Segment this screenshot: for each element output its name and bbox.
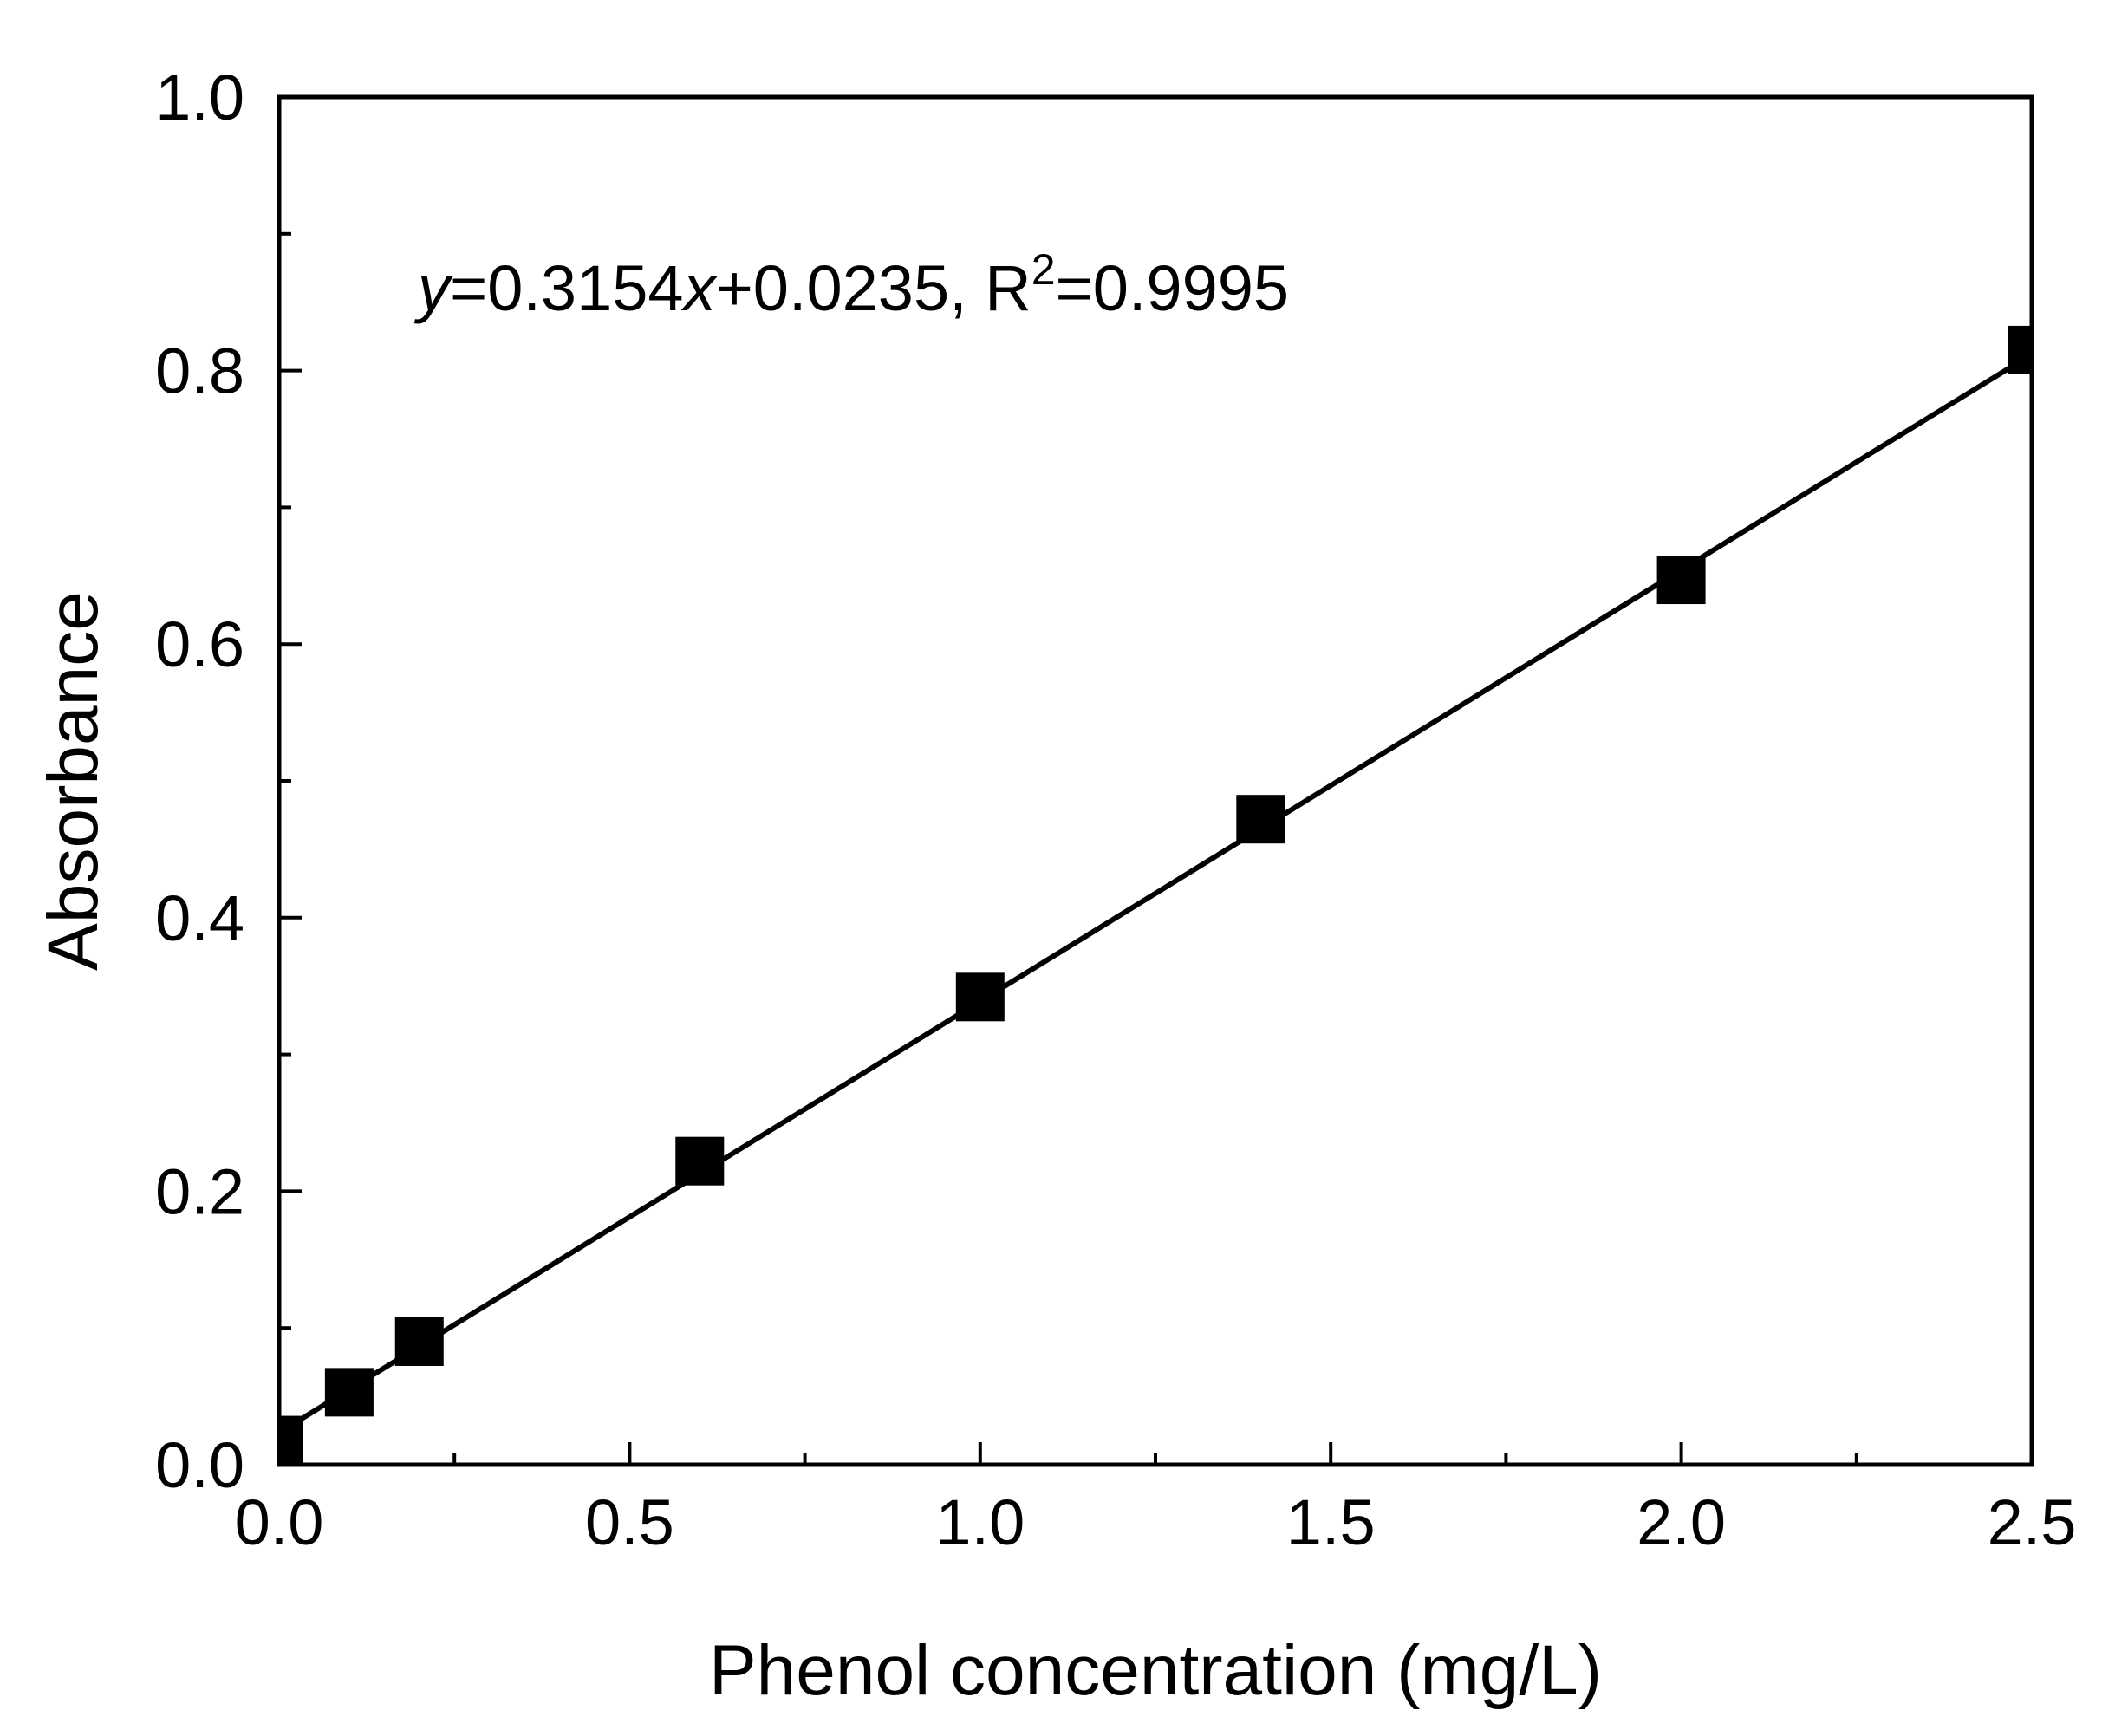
x-tick-label: 1.5	[1286, 1486, 1376, 1558]
equation-intercept: +0.0235, R	[716, 252, 1031, 324]
equation-y-var: y	[413, 252, 453, 324]
fit-line	[277, 352, 2034, 1435]
data-point	[955, 972, 1005, 1022]
fit-equation-annotation: y=0.3154x+0.0235, R2=0.9995	[413, 245, 1289, 324]
tick-labels-layer: 0.0 0.5 1.0 1.5 2.0 2.5 0.0 0.2 0.4 0.6 0.8 1.0	[155, 62, 2076, 1558]
data-point	[675, 1136, 725, 1186]
x-tick-label: 0.5	[585, 1486, 674, 1558]
y-tick-label: 0.6	[155, 608, 244, 680]
y-tick-label: 1.0	[155, 62, 244, 133]
equation-slope: =0.3154	[450, 252, 684, 324]
plot-frame	[277, 94, 2034, 1467]
x-tick-label: 2.0	[1637, 1486, 1726, 1558]
x-tick-label: 2.5	[1988, 1486, 2077, 1558]
x-axis-title: Phenol concentration (mg/L)	[709, 1631, 1602, 1710]
equation-r-squared: =0.9995	[1056, 252, 1290, 324]
data-point	[1236, 795, 1285, 844]
y-tick-label: 0.0	[155, 1429, 244, 1501]
y-axis-title: Absorbance	[34, 591, 113, 971]
data-point	[279, 1415, 303, 1465]
equation-x-var: x	[681, 252, 719, 324]
data-point	[2008, 325, 2032, 374]
y-tick-label: 0.8	[155, 335, 244, 407]
data-point	[1656, 556, 1706, 605]
x-tick-label: 1.0	[935, 1486, 1025, 1558]
fit-layer	[277, 352, 2034, 1435]
equation-r-squared-exponent: 2	[1031, 245, 1056, 294]
data-point	[394, 1317, 444, 1366]
data-point	[324, 1368, 374, 1417]
y-tick-label: 0.4	[155, 882, 244, 954]
y-tick-label: 0.2	[155, 1155, 244, 1227]
points-layer	[279, 325, 2032, 1465]
x-tick-label: 0.0	[235, 1486, 324, 1558]
